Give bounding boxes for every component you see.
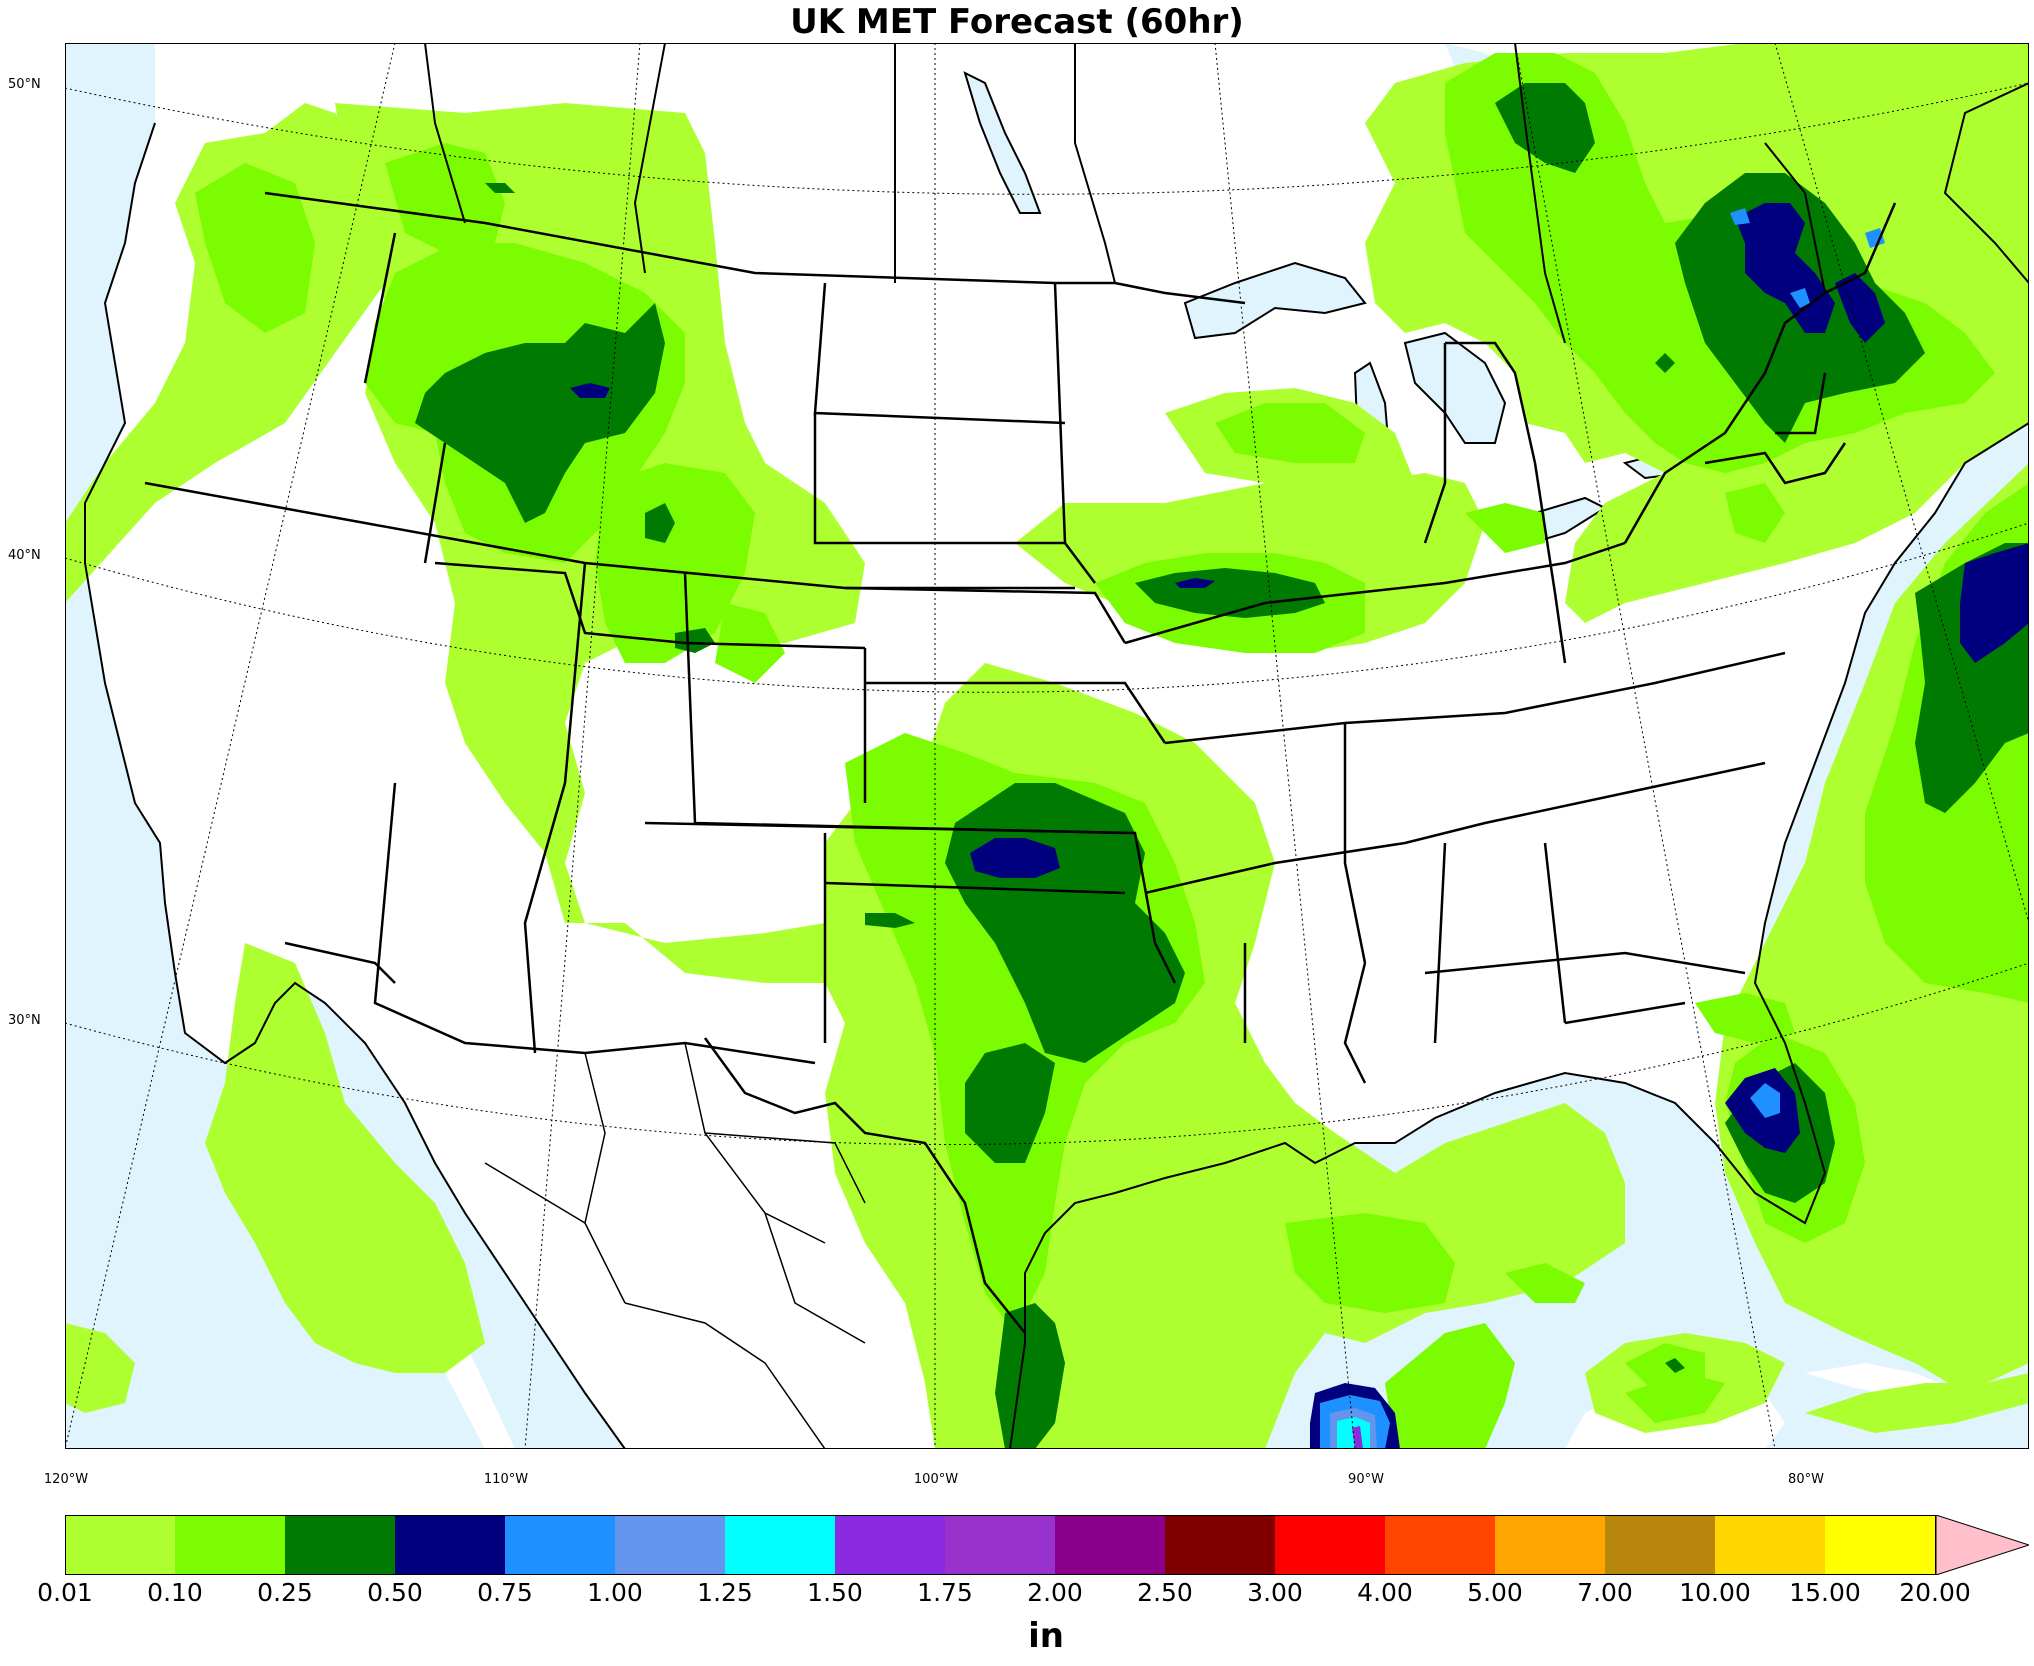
lake-winnipeg	[963, 71, 1042, 214]
colorbar-cell	[1605, 1515, 1716, 1575]
colorbar-cell	[175, 1515, 286, 1575]
colorbar-tick-label: 3.00	[1247, 1578, 1303, 1607]
colorbar-cell	[1495, 1515, 1606, 1575]
colorbar-cell	[1385, 1515, 1496, 1575]
colorbar-tick-label: 10.00	[1679, 1578, 1751, 1607]
colorbar-tick-label: 5.00	[1467, 1578, 1523, 1607]
forecast-map	[65, 43, 2029, 1449]
colorbar-tick-label: 15.00	[1789, 1578, 1861, 1607]
colorbar-cell	[1055, 1515, 1166, 1575]
colorbar-tick-label: 20.00	[1899, 1578, 1971, 1607]
colorbar-cell	[1825, 1515, 1936, 1575]
lat-label-40n: 40°N	[8, 548, 41, 563]
coastline	[84, 122, 626, 1449]
colorbar-tick-label: 4.00	[1357, 1578, 1413, 1607]
colorbar-tick-label: 7.00	[1577, 1578, 1633, 1607]
gulf-coastline	[1009, 422, 2029, 1449]
colorbar-cell	[65, 1515, 176, 1575]
lon-label-80w: 80°W	[1788, 1472, 1824, 1487]
colorbar-cell	[725, 1515, 836, 1575]
colorbar-cell	[835, 1515, 946, 1575]
lat-label-50n: 50°N	[8, 77, 41, 92]
lon-label-100w: 100°W	[913, 1472, 959, 1487]
colorbar-cell	[505, 1515, 616, 1575]
mexico-state-borders	[484, 1042, 866, 1449]
canada-borders	[424, 43, 1826, 344]
colorbar-cell	[945, 1515, 1056, 1575]
colorbar-tick-label: 1.75	[917, 1578, 973, 1607]
colorbar-tick-label: 0.01	[37, 1578, 93, 1607]
lon-label-110w: 110°W	[483, 1472, 529, 1487]
colorbar-tick-label: 0.50	[367, 1578, 423, 1607]
map-title: UK MET Forecast (60hr)	[790, 2, 1244, 42]
colorbar-cell	[1165, 1515, 1276, 1575]
colorbar-unit-label: in	[1028, 1616, 1064, 1656]
precip-level-0-25	[415, 83, 2029, 1449]
state-borders	[144, 191, 1897, 1334]
colorbar-tick-label: 0.25	[257, 1578, 313, 1607]
atlantic-canada-coastline	[1943, 82, 2029, 284]
lat-label-30n: 30°N	[8, 1013, 41, 1028]
colorbar-tick-label: 2.00	[1027, 1578, 1083, 1607]
colorbar	[65, 1515, 2029, 1575]
colorbar-cell	[1275, 1515, 1386, 1575]
colorbar-tick-label: 1.25	[697, 1578, 753, 1607]
colorbar-cells	[65, 1515, 1936, 1575]
colorbar-frame	[65, 1515, 1936, 1575]
lon-label-90w: 90°W	[1348, 1472, 1384, 1487]
colorbar-tick-label: 2.50	[1137, 1578, 1193, 1607]
lake-superior	[1183, 261, 1367, 340]
colorbar-extend-arrow	[1935, 1515, 2029, 1575]
colorbar-tick-label: 0.75	[477, 1578, 533, 1607]
colorbar-cell	[395, 1515, 506, 1575]
graticule	[65, 43, 2029, 1449]
lon-label-120w: 120°W	[43, 1472, 89, 1487]
colorbar-cell	[615, 1515, 726, 1575]
precip-level-1-50	[1352, 1426, 1363, 1449]
colorbar-cell	[1715, 1515, 1826, 1575]
colorbar-tick-label: 1.50	[807, 1578, 863, 1607]
colorbar-tick-label: 0.10	[147, 1578, 203, 1607]
colorbar-tick-label: 1.00	[587, 1578, 643, 1607]
colorbar-cell	[285, 1515, 396, 1575]
map-frame	[65, 43, 2029, 1449]
